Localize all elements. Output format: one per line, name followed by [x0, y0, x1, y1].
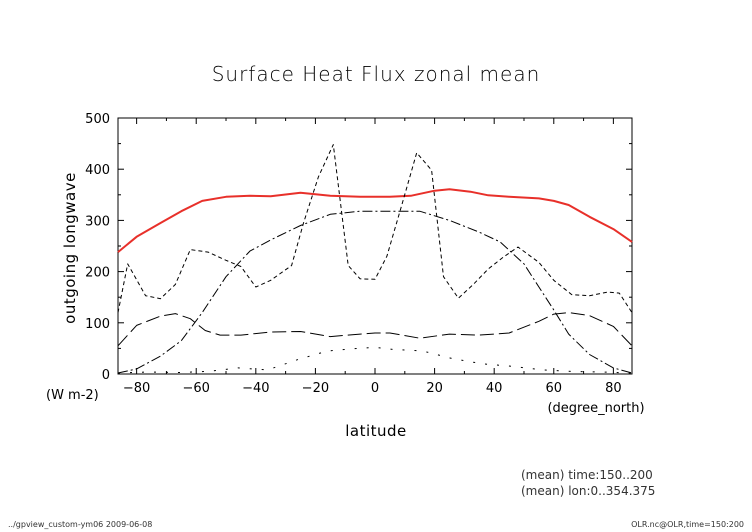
mean-lon-note: (mean) lon:0..354.375 — [521, 484, 655, 498]
y-tick-label: 300 — [85, 214, 110, 229]
y-axis-ticks: 0 100 200 300 400 500 — [85, 112, 632, 383]
series-line-2-dashed — [117, 144, 633, 313]
x-tick-label: 0 — [371, 381, 379, 396]
x-tick-label: −60 — [182, 381, 209, 396]
series-line-1-solid — [117, 188, 633, 253]
x-tick-label: −20 — [302, 381, 329, 396]
x-tick-label: 80 — [605, 381, 622, 396]
mean-time-note: (mean) time:150..200 — [521, 468, 653, 482]
x-tick-label: −40 — [242, 381, 269, 396]
x-tick-label: 20 — [426, 381, 443, 396]
x-axis-label: latitude — [345, 422, 407, 440]
chart-title: Surface Heat Flux zonal mean — [212, 62, 541, 86]
x-tick-label: 60 — [546, 381, 563, 396]
series-line-3-dashdot — [117, 210, 633, 374]
x-tick-label: −80 — [123, 381, 150, 396]
footer-left-note: ../gpview_custom-ym06 2009-06-08 — [8, 520, 152, 529]
y-tick-label: 0 — [102, 368, 110, 383]
y-tick-label: 400 — [85, 163, 110, 178]
y-tick-label: 200 — [85, 266, 110, 281]
plot-frame — [117, 117, 633, 375]
y-tick-label: 100 — [85, 317, 110, 332]
x-tick-label: 40 — [486, 381, 503, 396]
x-axis-ticks: −80 −60 −40 −20 0 20 40 60 80 — [123, 118, 622, 396]
x-axis-units: (degree_north) — [547, 401, 644, 416]
series-line-4-longdash — [117, 312, 633, 347]
y-axis-units: (W m-2) — [46, 388, 99, 403]
y-axis-label: outgoing longwave — [61, 172, 79, 324]
footer-right-note: OLR.nc@OLR,time=150:200 — [631, 520, 744, 529]
y-tick-label: 500 — [85, 112, 110, 127]
series-layer — [117, 144, 633, 374]
plot-area: −80 −60 −40 −20 0 20 40 60 80 0 100 200 300 400 500 — [85, 112, 633, 396]
